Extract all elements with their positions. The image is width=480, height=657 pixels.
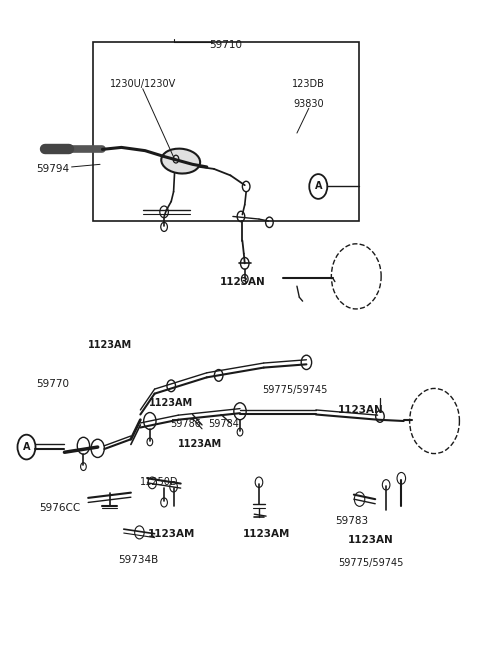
Text: 59775/59745: 59775/59745 bbox=[338, 558, 403, 568]
Ellipse shape bbox=[161, 148, 200, 173]
Text: 59734B: 59734B bbox=[118, 555, 158, 565]
Text: 123DB: 123DB bbox=[292, 79, 325, 89]
Text: 1123AN: 1123AN bbox=[348, 535, 393, 545]
Text: 1123AM: 1123AM bbox=[87, 340, 132, 350]
Text: 1123AM: 1123AM bbox=[242, 529, 290, 539]
Text: 93830: 93830 bbox=[293, 99, 324, 109]
Text: 1230U/1230V: 1230U/1230V bbox=[109, 79, 176, 89]
Text: A: A bbox=[314, 181, 322, 191]
Text: 59786: 59786 bbox=[170, 419, 201, 429]
Text: A: A bbox=[23, 442, 30, 452]
Text: 1123AM: 1123AM bbox=[147, 529, 195, 539]
Text: 5976CC: 5976CC bbox=[39, 503, 80, 512]
Text: 1123AM: 1123AM bbox=[149, 398, 193, 409]
Text: 59784: 59784 bbox=[208, 419, 239, 429]
Text: 1123AM: 1123AM bbox=[178, 439, 222, 449]
Text: 59783: 59783 bbox=[335, 516, 368, 526]
Text: 1123AN: 1123AN bbox=[219, 277, 265, 286]
Text: 1123AN: 1123AN bbox=[338, 405, 384, 415]
Text: 59794: 59794 bbox=[36, 164, 69, 174]
Text: 59775/59745: 59775/59745 bbox=[262, 386, 327, 396]
Text: 11250D: 11250D bbox=[140, 476, 179, 487]
Text: 59770: 59770 bbox=[36, 379, 69, 389]
Text: 59710: 59710 bbox=[209, 40, 242, 50]
